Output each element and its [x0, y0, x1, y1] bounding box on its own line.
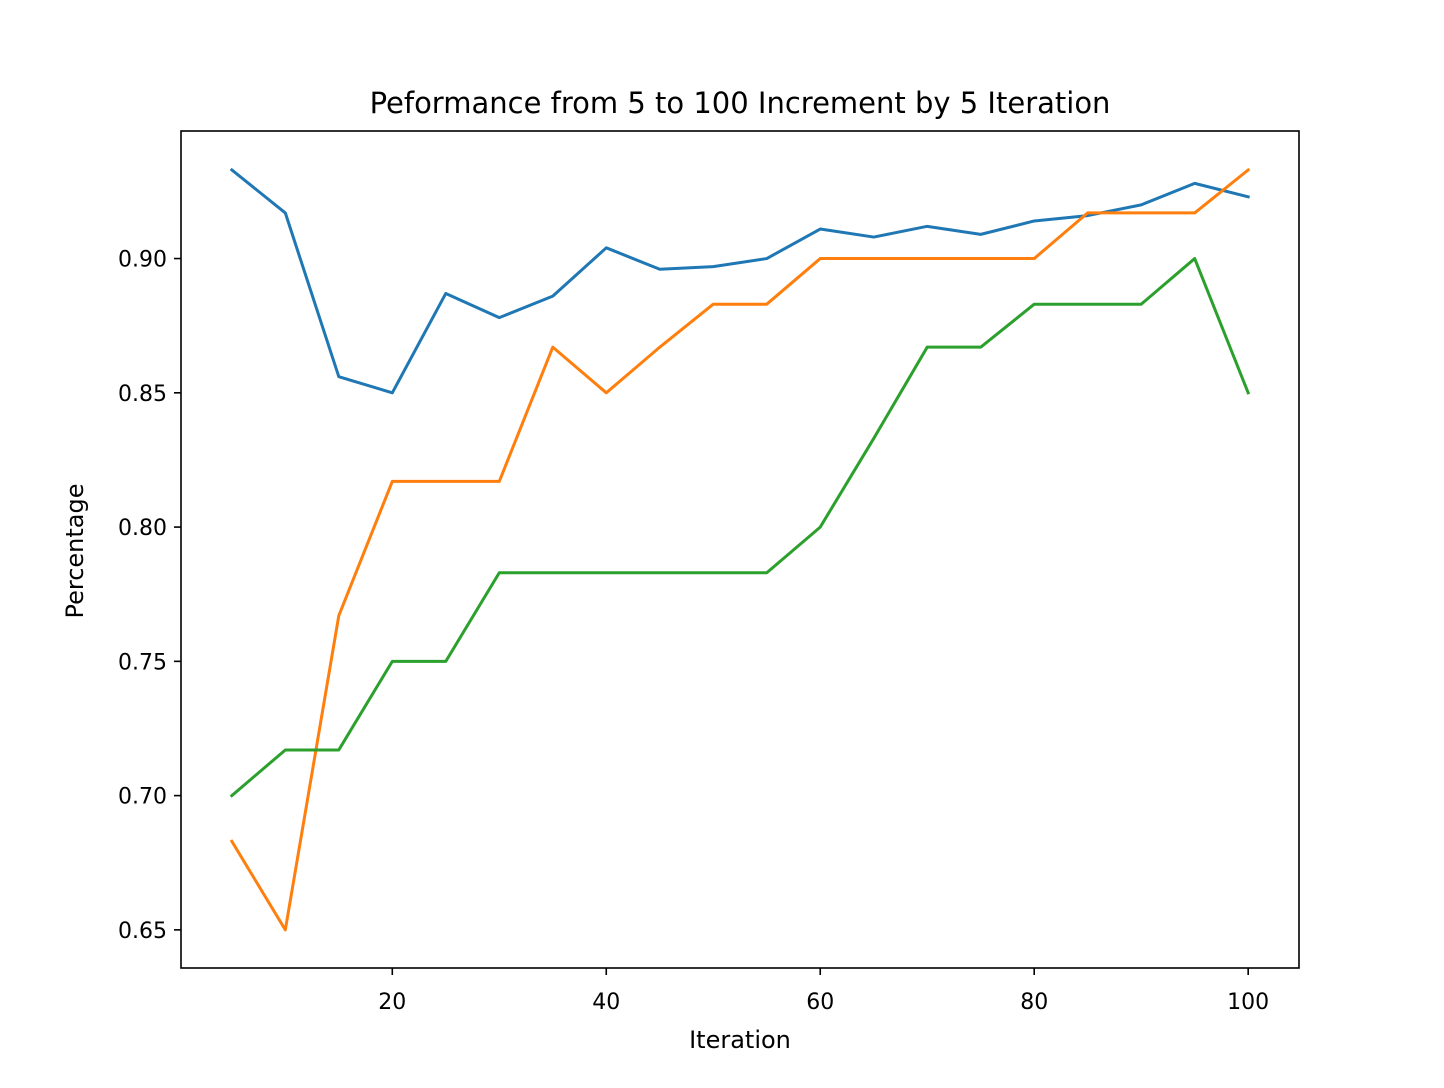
y-axis: 0.65 0.70 0.75 0.80 0.85 0.90	[118, 248, 181, 944]
series-layer	[229, 167, 1251, 932]
y-tick-label: 0.65	[118, 919, 167, 944]
x-tick-label: 80	[1020, 990, 1048, 1015]
x-axis: 20 40 60 80 100	[378, 968, 1269, 1015]
y-tick-label: 0.90	[118, 248, 167, 273]
x-tick-label: 20	[378, 990, 406, 1015]
axes-frame	[180, 130, 1300, 969]
x-tick-label: 100	[1227, 990, 1269, 1015]
y-axis-label: Percentage	[61, 483, 89, 618]
y-tick-label: 0.80	[118, 516, 167, 541]
chart-title: Peformance from 5 to 100 Increment by 5 …	[370, 86, 1111, 120]
y-tick-label: 0.70	[118, 785, 167, 810]
x-axis-label: Iteration	[689, 1026, 791, 1054]
y-tick-label: 0.85	[118, 382, 167, 407]
x-tick-label: 40	[592, 990, 620, 1015]
series-line-3	[229, 257, 1251, 798]
series-line-1	[229, 167, 1251, 395]
x-tick-label: 60	[806, 990, 834, 1015]
y-tick-label: 0.75	[118, 650, 167, 675]
series-line-2	[229, 167, 1251, 932]
